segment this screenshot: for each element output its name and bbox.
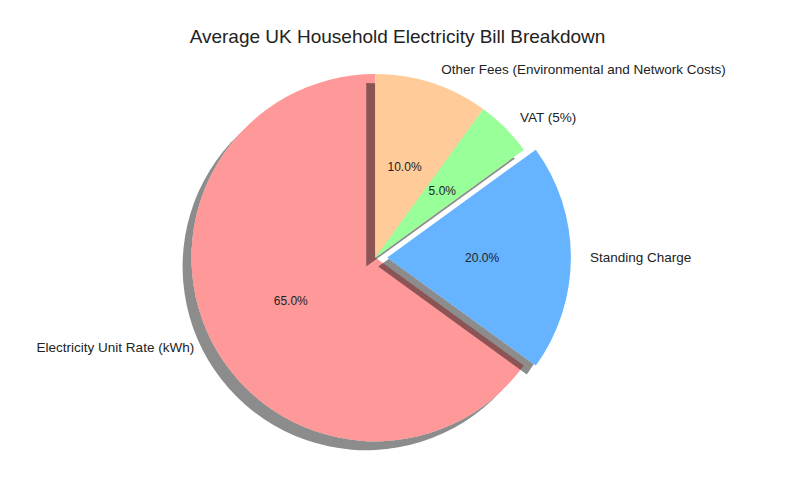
svg-text:Average UK Household Electrici: Average UK Household Electricity Bill Br…: [190, 26, 606, 47]
svg-text:20.0%: 20.0%: [465, 251, 499, 265]
svg-text:Standing Charge: Standing Charge: [590, 250, 691, 265]
svg-text:Electricity Unit Rate (kWh): Electricity Unit Rate (kWh): [37, 340, 195, 355]
svg-text:VAT (5%): VAT (5%): [520, 110, 576, 125]
svg-text:5.0%: 5.0%: [429, 184, 457, 198]
svg-text:Other Fees (Environmental and: Other Fees (Environmental and Network Co…: [441, 62, 725, 77]
svg-text:10.0%: 10.0%: [388, 160, 422, 174]
svg-text:65.0%: 65.0%: [274, 294, 308, 308]
